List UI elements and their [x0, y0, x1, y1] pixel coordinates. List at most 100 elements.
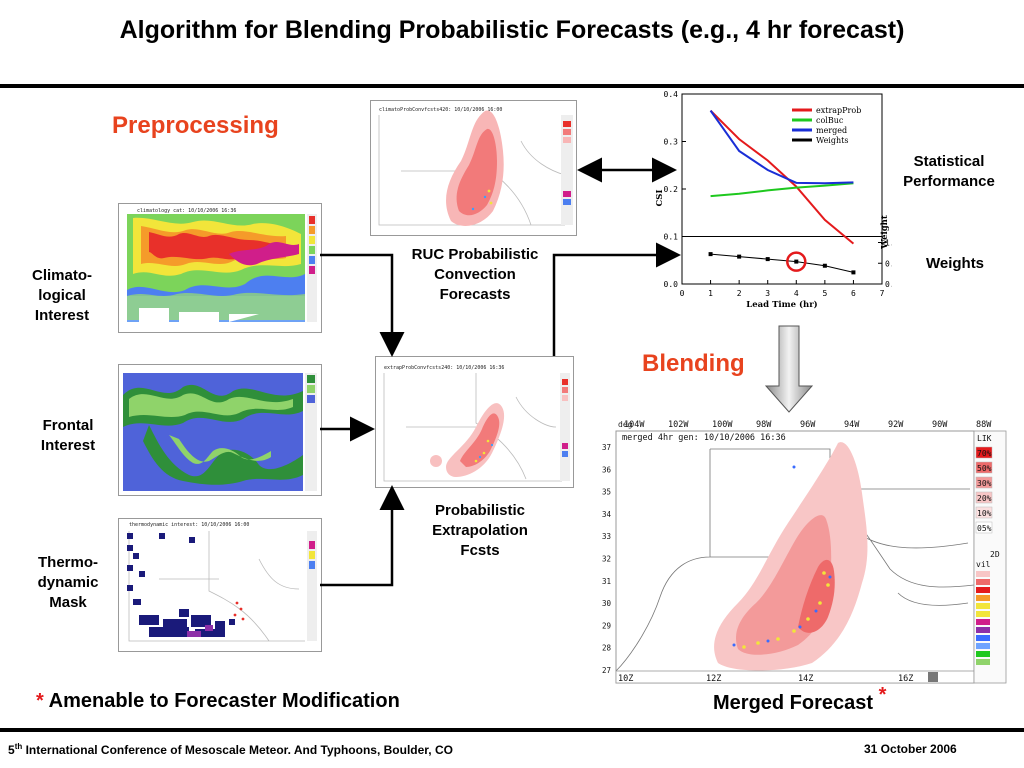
frontal-map[interactable]: [118, 364, 322, 496]
merged-lat-label: 29: [602, 621, 611, 630]
weight-point: [794, 259, 799, 264]
merged-forecast-label: Merged Forecast *: [713, 684, 887, 714]
merged-legend-swatch: [975, 506, 993, 519]
y-tick-label: 0.3: [664, 138, 679, 147]
weight-point: [765, 257, 770, 262]
thermodynamic-map[interactable]: thermodynamic interest: 10/10/2006 16:00: [118, 518, 322, 652]
merged-lat-label: 32: [602, 555, 611, 564]
merged-deg: deg: [618, 420, 633, 429]
merged-lon-label: 96W: [800, 420, 816, 430]
merged-lon-label: 90W: [932, 420, 948, 430]
footer-date: 31 October 2006: [864, 742, 957, 756]
y2-axis-label: Weight: [880, 215, 890, 250]
merged-time-label: 14Z: [798, 674, 813, 684]
merged-lon-label: 92W: [888, 420, 904, 430]
arrow-extrap-to-chart: [552, 242, 681, 356]
weight-highlight-circle: [786, 251, 807, 272]
x-tick-label: 3: [765, 289, 770, 298]
legend-label: colBuc: [816, 116, 844, 125]
thermo-map-header: thermodynamic interest: 10/10/2006 16:00: [129, 522, 249, 528]
merged-legend-value: 10%: [977, 509, 992, 518]
merged-lon-label: 88W: [976, 420, 992, 430]
merged-lat-label: 30: [602, 599, 612, 608]
preprocessing-heading: Preprocessing: [112, 112, 279, 139]
merged-legend-value: 50%: [977, 464, 992, 473]
footer-conference: 5th International Conference of Mesoscal…: [8, 742, 453, 757]
ruc-map[interactable]: climatoProbConvfcsts420: 10/10/2006 16:0…: [370, 100, 577, 236]
y-tick-label: 0.1: [664, 233, 679, 242]
x-tick-label: 7: [880, 289, 885, 298]
series-line-Weights: [710, 253, 854, 273]
merged-lon-label: 102W: [668, 420, 689, 430]
frontal-label: Frontal Interest: [40, 417, 96, 454]
merged-lon-label: 100W: [712, 420, 733, 430]
weights-label: Weights: [925, 255, 985, 272]
blending-arrow: [764, 325, 814, 413]
weight-point: [822, 263, 827, 268]
x-tick-label: 2: [737, 289, 742, 298]
merged-lat-label: 37: [602, 443, 611, 452]
merged-legend-swatch: [975, 476, 993, 489]
y-tick-label: 0.0: [664, 280, 679, 289]
y2-tick-label: 0.5: [885, 259, 892, 268]
climatological-label: Climato- logical Interest: [32, 267, 92, 324]
merged-lat-label: 34: [602, 510, 612, 519]
merged-legend-swatch: [975, 446, 993, 459]
weight-point: [737, 254, 742, 259]
series-line-merged: [709, 110, 854, 185]
x-tick-label: 4: [794, 289, 799, 298]
thermodynamic-label: Thermo- dynamic Mask: [37, 554, 99, 611]
performance-chart-svg: 0.00.10.20.30.40.00.51.001234567Lead Tim…: [655, 90, 900, 310]
arrow-thermo-to-extrap: [320, 485, 405, 587]
series-line-colBuc: [710, 182, 854, 198]
merged-legend-value: 20%: [977, 494, 992, 503]
merged-legend-title: LIK: [977, 434, 992, 443]
merged-time-label: 12Z: [706, 674, 721, 684]
x-tick-label: 6: [851, 289, 856, 298]
y-axis-label: CSI: [655, 190, 665, 207]
merged-lon-label: 104W: [624, 420, 645, 430]
weight-point: [708, 252, 713, 257]
series-line-extrapProb: [709, 109, 855, 245]
extrap-map-header: extrapProbConvfcsts240: 10/10/2006 16:36: [384, 365, 504, 371]
legend-label: merged: [816, 126, 847, 135]
x-tick-label: 1: [708, 289, 713, 298]
arrow-climo-to-extrap: [320, 253, 405, 357]
merged-lat-label: 31: [602, 577, 611, 586]
merged-lat-label: 27: [602, 666, 611, 675]
merged-lon-label: 98W: [756, 420, 772, 430]
merged-time-label: 16Z: [898, 674, 913, 684]
merged-legend-swatch: [975, 461, 993, 474]
merged-time-label: 10Z: [618, 674, 633, 684]
climatological-map[interactable]: climatology cat: 10/10/2006 16:36: [118, 203, 322, 333]
merged-lat-label: 28: [602, 644, 612, 653]
merged-lat-label: 35: [602, 488, 611, 497]
footer-rule: [0, 728, 1024, 732]
amenable-asterisk: *: [36, 690, 44, 712]
merged-legend-value: 05%: [977, 524, 992, 533]
statistical-label: Statistical Performance: [903, 153, 995, 190]
merged-legend-vil: vil: [976, 560, 991, 569]
y-tick-label: 0.2: [664, 185, 679, 194]
merged-lat-label: 33: [602, 532, 611, 541]
extrapolation-label: Probabilistic Extrapolation Fcsts: [432, 502, 528, 559]
weight-point: [851, 270, 856, 275]
y2-tick-label: 0.0: [885, 280, 892, 289]
merged-legend-value: 30%: [977, 479, 992, 488]
climo-map-header: climatology cat: 10/10/2006 16:36: [137, 208, 236, 214]
extrapolation-map[interactable]: extrapProbConvfcsts240: 10/10/2006 16:36: [375, 356, 574, 488]
x-tick-label: 0: [680, 289, 685, 298]
title-rule: [0, 84, 1024, 88]
blending-heading: Blending: [642, 350, 745, 377]
ruc-label: RUC Probabilistic Convection Forecasts: [411, 246, 539, 303]
merged-legend-2d: 2D: [990, 550, 1000, 559]
x-axis-label: Lead Time (hr): [746, 299, 817, 310]
merged-map[interactable]: deg merged 4hr gen: 10/10/2006 16:36 104…: [598, 413, 1008, 689]
y-tick-label: 0.4: [664, 90, 679, 99]
merged-legend-value: 70%: [977, 449, 992, 458]
merged-lat-label: 36: [602, 465, 612, 474]
ruc-map-header: climatoProbConvfcsts420: 10/10/2006 16:0…: [379, 107, 502, 113]
merged-asterisk: *: [878, 684, 887, 706]
page-title: Algorithm for Blending Probabilistic For…: [119, 16, 905, 44]
